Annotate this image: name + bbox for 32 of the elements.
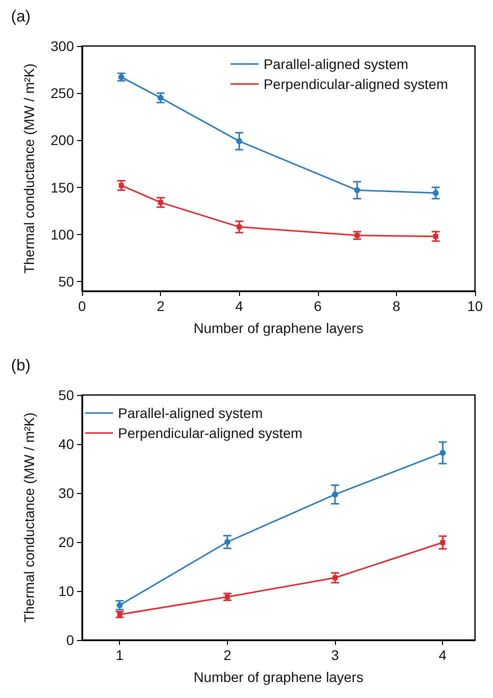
legend-label: Parallel-aligned system — [118, 405, 263, 421]
y-axis-title: Thermal conductance (MW / m²K) — [21, 63, 37, 274]
y-tick-label: 30 — [58, 485, 74, 501]
y-tick-label: 150 — [50, 179, 74, 196]
x-tick-label: 6 — [314, 298, 322, 314]
y-tick-label: 0 — [66, 632, 74, 648]
legend-label: Perpendicular-aligned system — [264, 76, 448, 92]
x-tick-label: 8 — [392, 298, 400, 314]
x-tick-label: 2 — [156, 298, 165, 314]
y-tick-label: 200 — [50, 132, 74, 148]
y-tick-label: 100 — [50, 226, 74, 242]
x-tick-label: 1 — [116, 647, 124, 663]
y-axis-title: Thermal conductance (MW / m²K) — [21, 412, 37, 623]
y-tick-label: 20 — [58, 534, 74, 550]
x-axis-title: Number of graphene layers — [194, 320, 364, 336]
y-tick-label: 40 — [58, 436, 74, 452]
y-tick-label: 10 — [58, 583, 74, 599]
x-tick-label: 4 — [235, 298, 244, 314]
y-tick-label: 50 — [58, 387, 74, 403]
x-tick-label: 3 — [331, 647, 340, 663]
legend-label: Parallel-aligned system — [264, 56, 408, 72]
legend-label: Perpendicular-aligned system — [118, 425, 302, 441]
y-tick-label: 300 — [50, 38, 74, 54]
chart-title: (b) — [11, 358, 31, 374]
x-tick-label: 2 — [223, 647, 232, 663]
x-tick-label: 0 — [78, 298, 86, 314]
x-axis-title: Number of graphene layers — [194, 669, 364, 685]
y-tick-label: 250 — [50, 85, 74, 102]
x-tick-label: 10 — [467, 298, 483, 314]
x-tick-label: 4 — [438, 647, 447, 663]
chart-title: (a) — [11, 8, 31, 26]
y-tick-label: 50 — [58, 274, 74, 290]
